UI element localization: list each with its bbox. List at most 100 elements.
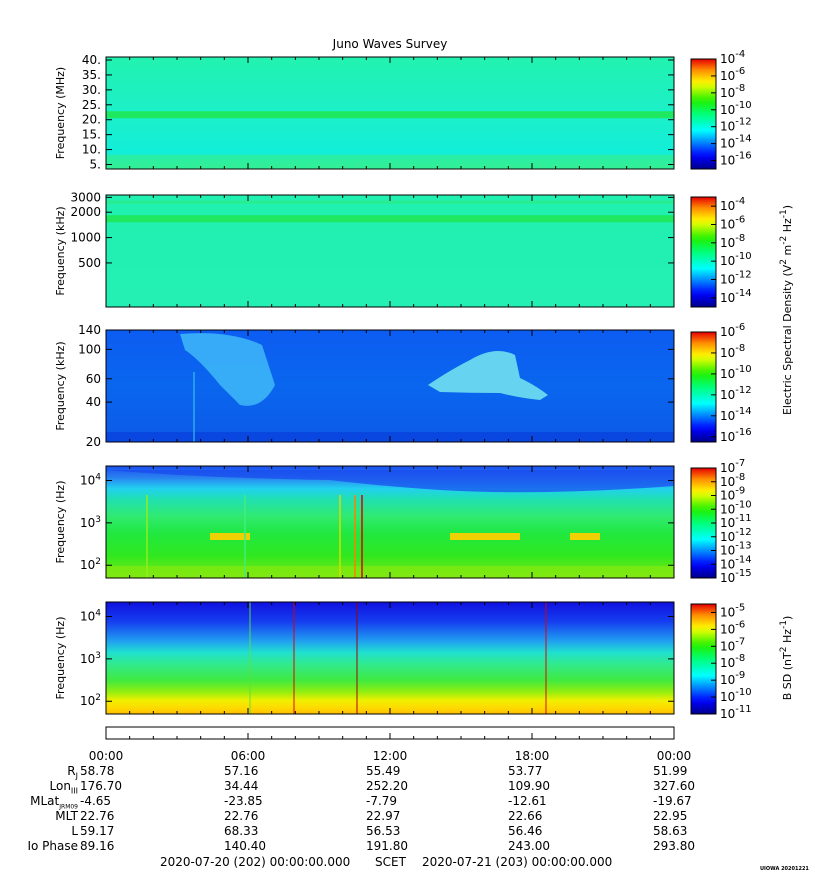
colorbar-tick-label: 10-10 (720, 251, 752, 268)
y-tick-label: 500 (78, 256, 101, 270)
ephemeris-value: 68.33 (224, 824, 259, 838)
colorbar-tick-label: 10-14 (720, 406, 752, 423)
y-tick-label: 102 (80, 557, 101, 572)
ephemeris-value: 243.00 (508, 839, 550, 853)
y-tick-label: 104 (80, 473, 101, 488)
y-tick-label: 103 (80, 651, 101, 666)
y-axis-label: Frequency (kHz) (54, 341, 67, 430)
ephemeris-label: MLT (55, 809, 78, 823)
y-tick-label: 100 (78, 342, 101, 356)
footer-start-time: 2020-07-20 (202) 00:00:00.000 (160, 855, 351, 869)
e-colorbar-title: Electric Spectral Density (V2 m-2 Hz-1) (779, 205, 794, 415)
ephemeris-value: 22.76 (80, 809, 115, 823)
yellow-patch (450, 533, 520, 540)
ephemeris-label: Io Phase (27, 839, 78, 853)
ephemeris-value: 55.49 (366, 764, 401, 778)
x-tick-label: 12:00 (373, 749, 408, 763)
ephemeris-value: 22.76 (224, 809, 259, 823)
colorbar-tick-label: 10-10 (720, 687, 752, 704)
ephemeris-value: 59.17 (80, 824, 115, 838)
spectrogram-p2 (106, 195, 674, 307)
x-tick-label: 00:00 (89, 749, 124, 763)
ephemeris-value: 58.78 (80, 764, 115, 778)
ephemeris-value: 140.40 (224, 839, 266, 853)
colorbar-tick-label: 10-15 (720, 568, 752, 585)
colorbar-tick-label: 10-8 (720, 83, 745, 100)
colorbar (690, 603, 717, 715)
ephemeris-label: L (71, 824, 78, 838)
footer-scet-label: SCET (375, 855, 406, 869)
y-tick-label: 1000 (70, 231, 101, 245)
colorbar-tick-label: 10-10 (720, 364, 752, 381)
ephemeris-value: 293.80 (653, 839, 695, 853)
x-tick-label: 18:00 (515, 749, 550, 763)
ephemeris-value: 56.53 (366, 824, 401, 838)
y-axis-label: Frequency (MHz) (54, 67, 67, 159)
ephemeris-value: 109.90 (508, 779, 550, 793)
y-axis-label: Frequency (Hz) (54, 481, 67, 564)
emission-band-upper (106, 200, 674, 204)
y-tick-label: 40 (86, 395, 101, 409)
y-tick-label: 10. (82, 143, 101, 157)
ephemeris-value: 58.63 (653, 824, 688, 838)
ephemeris-label: LonIII (49, 779, 79, 796)
colorbar-tick-label: 10-8 (720, 653, 745, 670)
colorbar-tick-label: 10-12 (720, 385, 752, 402)
ephemeris-value: 22.66 (508, 809, 543, 823)
colorbar (690, 58, 717, 170)
ephemeris-label: MLatJRM09 (30, 794, 78, 811)
ephemeris-value: 22.97 (366, 809, 401, 823)
ephemeris-value: -4.65 (80, 794, 112, 808)
ephemeris-value: 53.77 (508, 764, 543, 778)
ephemeris-value: -12.61 (508, 794, 547, 808)
y-tick-label: 104 (80, 609, 101, 624)
colorbar-tick-label: 10-12 (720, 270, 752, 287)
yellow-patch (570, 533, 600, 540)
colorbar-tick-label: 10-16 (720, 151, 752, 168)
colorbar-tick-label: 10-6 (720, 322, 745, 339)
emission-band (106, 111, 674, 119)
y-tick-label: 35. (82, 68, 101, 82)
colorbar-tick-label: 10-14 (720, 288, 752, 305)
panel-p3: 20 40 60 100 140 Frequency (kHz) 10-6 10-8 10-10… (54, 322, 752, 449)
y-tick-label: 25. (82, 98, 101, 112)
ephemeris-value: 191.80 (366, 839, 408, 853)
colorbar-tick-label: 10-6 (720, 215, 745, 232)
yellow-patch (210, 533, 250, 540)
ephemeris-value: 57.16 (224, 764, 259, 778)
emission-patch (428, 351, 548, 400)
y-axis-label: Frequency (kHz) (54, 206, 67, 295)
emission-patch (180, 333, 275, 406)
colorbar (690, 331, 717, 443)
colorbar-tick-label: 10-9 (720, 670, 745, 687)
y-tick-label: 20. (82, 113, 101, 127)
colorbar-tick-label: 10-6 (720, 66, 745, 83)
y-tick-label: 40. (82, 53, 101, 67)
ephemeris-value: 89.16 (80, 839, 115, 853)
y-tick-label: 102 (80, 693, 101, 708)
y-axis-label: Frequency (Hz) (54, 617, 67, 700)
b-colorbar-title: B SD (nT2 Hz-1) (779, 616, 794, 701)
colorbar-tick-label: 10-10 (720, 100, 752, 117)
ephemeris-value: 34.44 (224, 779, 259, 793)
colorbar-tick-label: 10-4 (720, 196, 745, 213)
colorbar-tick-label: 10-8 (720, 233, 745, 250)
y-tick-label: 3000 (70, 190, 101, 204)
spectrogram-p5 (106, 602, 674, 714)
ephemeris-value: -7.79 (366, 794, 398, 808)
ephemeris-label: RJ (67, 764, 78, 781)
time-axis: 00:00 06:00 12:00 18:00 00:00 (89, 726, 691, 763)
footer-stamp: UIOWA 20201221 (760, 866, 809, 872)
ephemeris-value: 51.99 (653, 764, 688, 778)
colorbar (690, 196, 717, 308)
colorbar-tick-label: 10-7 (720, 636, 745, 653)
colorbar-tick-label: 10-14 (720, 134, 752, 151)
x-tick-label: 06:00 (231, 749, 266, 763)
colorbar-tick-label: 10-4 (720, 49, 745, 66)
y-tick-label: 60 (86, 372, 101, 386)
ephemeris-value: -23.85 (224, 794, 263, 808)
chart-title: Juno Waves Survey (332, 37, 448, 51)
